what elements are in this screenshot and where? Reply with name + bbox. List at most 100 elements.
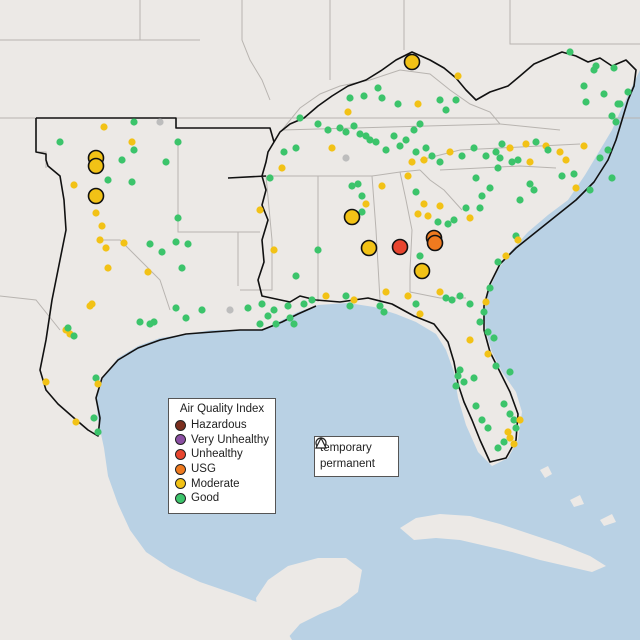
- monitor-dot: [462, 204, 470, 212]
- aqi-legend-title: Air Quality Index: [179, 403, 265, 415]
- monitor-dot: [314, 120, 322, 128]
- legend-item-good: Good: [175, 491, 269, 506]
- monitor-dot: [94, 380, 102, 388]
- monitor-dot: [128, 178, 136, 186]
- legend-item-moderate: Moderate: [175, 476, 269, 491]
- monitor-dot: [446, 148, 454, 156]
- monitor-type-legend: temporary permanent: [314, 436, 399, 477]
- monitor-dot: [64, 324, 72, 332]
- monitor-dot: [500, 438, 508, 446]
- monitor-dot: [556, 148, 564, 156]
- moderate-swatch: [175, 478, 186, 490]
- monitor-dot: [264, 312, 272, 320]
- monitor-dot: [516, 196, 524, 204]
- monitor-dot: [572, 184, 580, 192]
- monitor-dot: [342, 154, 350, 162]
- land-bahamas: [540, 466, 616, 526]
- monitor-dot: [256, 320, 264, 328]
- monitor-dot: [198, 306, 206, 314]
- monitor-dot: [292, 272, 300, 280]
- monitor-dot: [380, 308, 388, 316]
- monitor-dot: [382, 288, 390, 296]
- monitor-dot: [118, 156, 126, 164]
- monitor-dot: [582, 98, 590, 106]
- good-swatch: [175, 492, 186, 504]
- monitor-dot: [422, 144, 430, 152]
- monitor-dot: [434, 218, 442, 226]
- monitor-dot: [374, 84, 382, 92]
- monitor-dot: [92, 374, 100, 382]
- monitor-dot: [486, 284, 494, 292]
- monitor-dot: [486, 184, 494, 192]
- monitor-dot: [484, 424, 492, 432]
- monitor-dot: [158, 248, 166, 256]
- monitor-dot: [436, 158, 444, 166]
- monitor-dot: [448, 296, 456, 304]
- temporary-monitor-marker: [403, 53, 421, 71]
- legend-item-permanent: permanent: [315, 437, 393, 472]
- monitor-dot: [506, 434, 514, 442]
- monitor-dot: [444, 220, 452, 228]
- monitor-dot: [492, 362, 500, 370]
- monitor-dot: [350, 122, 358, 130]
- monitor-dot: [372, 138, 380, 146]
- monitor-dot: [494, 164, 502, 172]
- legend-label: Hazardous: [191, 419, 247, 432]
- monitor-dot: [182, 314, 190, 322]
- temporary-monitor-marker: [360, 239, 378, 257]
- monitor-dot: [100, 123, 108, 131]
- monitor-dot: [414, 210, 422, 218]
- monitor-dot: [490, 334, 498, 342]
- monitor-dot: [174, 138, 182, 146]
- monitor-dot: [350, 296, 358, 304]
- monitor-dot: [562, 156, 570, 164]
- monitor-dot: [408, 158, 416, 166]
- legend-item-hazardous: Hazardous: [175, 418, 269, 433]
- monitor-dot: [496, 154, 504, 162]
- monitor-dot: [450, 216, 458, 224]
- legend-item-unhealthy: Unhealthy: [175, 447, 269, 462]
- monitor-dot: [472, 402, 480, 410]
- monitor-dot: [146, 320, 154, 328]
- legend-label: Good: [191, 492, 220, 505]
- very-unhealthy-swatch: [175, 434, 186, 446]
- monitor-dot: [322, 292, 330, 300]
- monitor-dot: [382, 146, 390, 154]
- monitor-dot: [420, 200, 428, 208]
- monitor-dot: [566, 48, 574, 56]
- monitor-dot: [506, 368, 514, 376]
- monitor-dot: [500, 400, 508, 408]
- monitor-dot: [482, 152, 490, 160]
- monitor-dot: [174, 214, 182, 222]
- monitor-dot: [504, 428, 512, 436]
- monitor-dot: [416, 120, 424, 128]
- monitor-dot: [42, 378, 50, 386]
- monitor-dot: [610, 64, 618, 72]
- monitor-dot: [514, 236, 522, 244]
- monitor-dot: [516, 416, 524, 424]
- aqi-legend: Air Quality Index Hazardous Very Unhealt…: [168, 398, 276, 514]
- monitor-dot: [586, 186, 594, 194]
- monitor-dot: [344, 108, 352, 116]
- monitor-dot: [96, 236, 104, 244]
- monitor-dot: [296, 114, 304, 122]
- monitor-dot: [476, 204, 484, 212]
- legend-item-temporary: temporary: [315, 437, 393, 456]
- monitor-dot: [472, 174, 480, 182]
- monitor-dot: [608, 174, 616, 182]
- monitor-dot: [494, 444, 502, 452]
- monitor-dot: [428, 152, 436, 160]
- monitor-dot: [258, 300, 266, 308]
- monitor-dot: [412, 188, 420, 196]
- monitor-dot: [416, 310, 424, 318]
- monitor-dot: [454, 72, 462, 80]
- monitor-dot: [396, 142, 404, 150]
- monitor-dot: [130, 118, 138, 126]
- monitor-dot: [356, 130, 364, 138]
- monitor-dot: [590, 66, 598, 74]
- monitor-dot: [484, 328, 492, 336]
- monitor-dot: [98, 222, 106, 230]
